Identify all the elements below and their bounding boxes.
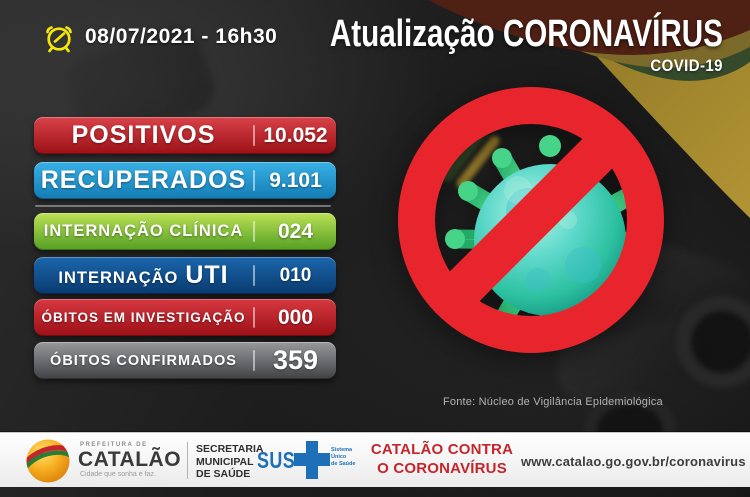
- secretaria-label: SECRETARIA MUNICIPAL DE SAÚDE: [196, 443, 264, 481]
- stats-secondary-group: INTERNAÇÃO CLÍNICA 024 INTERNAÇÃO UTI 010…: [34, 213, 336, 379]
- stat-bar: ÓBITOS EM INVESTIGAÇÃO 000: [34, 299, 336, 336]
- date-badge: 08/07/2021 - 16h30: [42, 20, 277, 54]
- stat-bar: INTERNAÇÃO CLÍNICA 024: [34, 213, 336, 250]
- stat-label: INTERNAÇÃO CLÍNICA: [43, 222, 244, 240]
- stat-separator-line: [253, 265, 255, 286]
- city-slogan: Cidade que sonha e faz.: [80, 471, 156, 478]
- prefeitura-label: PREFEITURA DE: [80, 442, 148, 448]
- sus-subtitle: Sistema Único de Saúde: [331, 447, 356, 468]
- alarm-clock-icon: [46, 26, 72, 53]
- stat-value: 024: [277, 219, 314, 243]
- stats-divider-line: [35, 205, 331, 207]
- city-wordmark: CATALÃO: [78, 448, 182, 471]
- stat-bar: RECUPERADOS 9.101: [34, 162, 336, 199]
- campaign-slogan: CATALÃO CONTRA O CORONAVÍRUS: [370, 441, 514, 477]
- stat-bar: ÓBITOS CONFIRMADOS 359: [34, 342, 336, 379]
- no-coronavirus-sign: [398, 87, 664, 353]
- prohibition-ring: [398, 87, 664, 353]
- stat-separator-line: [253, 350, 255, 371]
- footer-divider: [187, 442, 188, 479]
- stat-label: RECUPERADOS: [40, 166, 247, 194]
- stat-value: 000: [277, 305, 314, 329]
- date-text: 08/07/2021 - 16h30: [85, 25, 278, 48]
- stat-separator-line: [253, 170, 255, 191]
- stat-bar: INTERNAÇÃO UTI 010: [34, 257, 336, 294]
- stat-separator-line: [253, 125, 255, 146]
- catalao-logo-icon: [26, 439, 70, 483]
- stat-value: 9.101: [269, 168, 322, 192]
- stat-separator-line: [253, 221, 255, 242]
- stat-bar: POSITIVOS 10.052: [34, 117, 336, 154]
- sus-wordmark: SUS: [257, 447, 296, 473]
- stat-value: 010: [279, 264, 312, 286]
- page-title: Atualização CORONAVÍRUS: [329, 13, 723, 55]
- stat-label: ÓBITOS EM INVESTIGAÇÃO: [41, 309, 246, 325]
- stat-separator-line: [253, 307, 255, 328]
- stats-panel: POSITIVOS 10.052 RECUPERADOS 9.101 INTER…: [34, 117, 336, 387]
- stat-label: INTERNAÇÃO UTI: [58, 261, 229, 289]
- source-note: Fonte: Núcleo de Vigilância Epidemiológi…: [443, 396, 663, 408]
- stat-value: 10.052: [263, 123, 328, 147]
- stat-label: ÓBITOS CONFIRMADOS: [50, 352, 237, 369]
- stats-primary-group: POSITIVOS 10.052 RECUPERADOS 9.101: [34, 117, 336, 199]
- website-url: www.catalao.go.gov.br/coronavirus: [521, 454, 746, 469]
- sus-cross-icon: [294, 441, 330, 479]
- page-subtitle: COVID-19: [650, 55, 723, 75]
- title-block: Atualização CORONAVÍRUS COVID-19: [219, 13, 723, 76]
- stat-value: 359: [272, 345, 319, 375]
- footer-bar: PREFEITURA DE CATALÃO Cidade que sonha e…: [0, 432, 750, 487]
- stat-label: POSITIVOS: [71, 121, 216, 149]
